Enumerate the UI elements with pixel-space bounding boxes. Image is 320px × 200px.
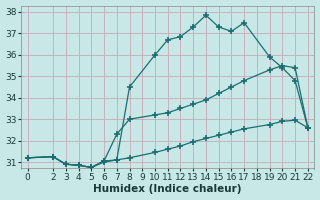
X-axis label: Humidex (Indice chaleur): Humidex (Indice chaleur) [93, 184, 242, 194]
